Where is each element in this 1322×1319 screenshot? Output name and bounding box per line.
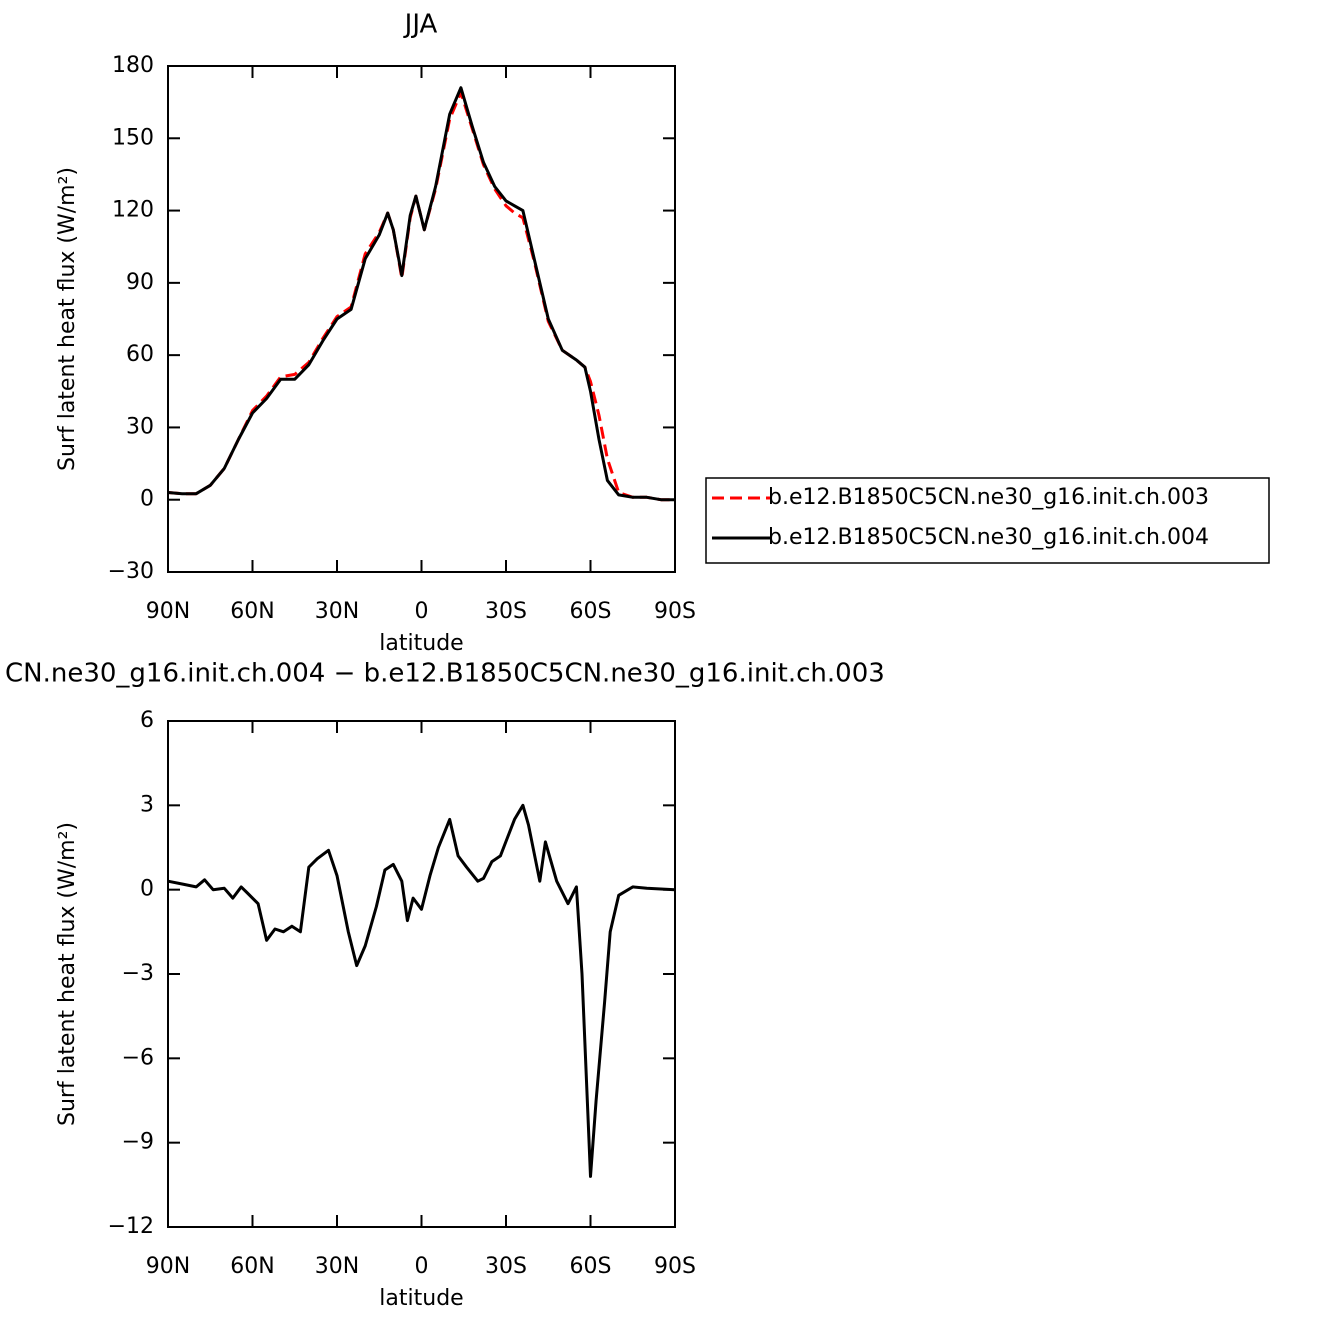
chart-title: CN.ne30_g16.init.ch.004 − b.e12.B1850C5C…: [5, 659, 885, 689]
x-tick-label: 90S: [654, 1254, 696, 1279]
y-tick-label: −3: [122, 961, 154, 986]
legend-box: [705, 477, 1270, 564]
x-tick-label: 60S: [570, 599, 612, 624]
y-tick-label: 180: [112, 53, 154, 78]
x-tick-label: 30S: [485, 1254, 527, 1279]
legend-label: b.e12.B1850C5CN.ne30_g16.init.ch.003: [768, 485, 1209, 510]
plot-frame: [167, 65, 676, 573]
y-tick-label: 150: [112, 125, 154, 150]
chart-title: JJA: [403, 10, 438, 40]
y-tick-label: 3: [140, 792, 154, 817]
x-axis-label: latitude: [379, 631, 463, 656]
x-tick-label: 30N: [315, 599, 359, 624]
x-axis-label: latitude: [379, 1286, 463, 1311]
y-tick-label: 0: [140, 877, 154, 902]
y-tick-label: 120: [112, 198, 154, 223]
y-tick-label: 30: [126, 414, 154, 439]
y-axis-label: Surf latent heat flux (W/m²): [55, 822, 80, 1126]
y-tick-label: −30: [108, 559, 154, 584]
y-tick-label: −6: [122, 1045, 154, 1070]
y-tick-label: 60: [126, 342, 154, 367]
x-tick-label: 60N: [230, 599, 274, 624]
y-tick-label: 0: [140, 487, 154, 512]
y-tick-label: 6: [140, 708, 154, 733]
y-tick-label: −9: [122, 1130, 154, 1155]
x-tick-label: 60S: [570, 1254, 612, 1279]
x-tick-label: 30S: [485, 599, 527, 624]
x-tick-label: 90N: [146, 599, 190, 624]
plot-frame: [167, 720, 676, 1228]
y-tick-label: −12: [108, 1214, 154, 1239]
x-tick-label: 90S: [654, 599, 696, 624]
series-line: [167, 86, 675, 502]
x-tick-label: 90N: [146, 1254, 190, 1279]
series-line: [167, 803, 676, 1178]
x-tick-label: 30N: [315, 1254, 359, 1279]
x-tick-label: 0: [415, 1254, 429, 1279]
x-tick-label: 60N: [230, 1254, 274, 1279]
y-tick-label: 90: [126, 270, 154, 295]
y-axis-label: Surf latent heat flux (W/m²): [55, 167, 80, 471]
x-tick-label: 0: [415, 599, 429, 624]
legend-label: b.e12.B1850C5CN.ne30_g16.init.ch.004: [768, 525, 1209, 550]
